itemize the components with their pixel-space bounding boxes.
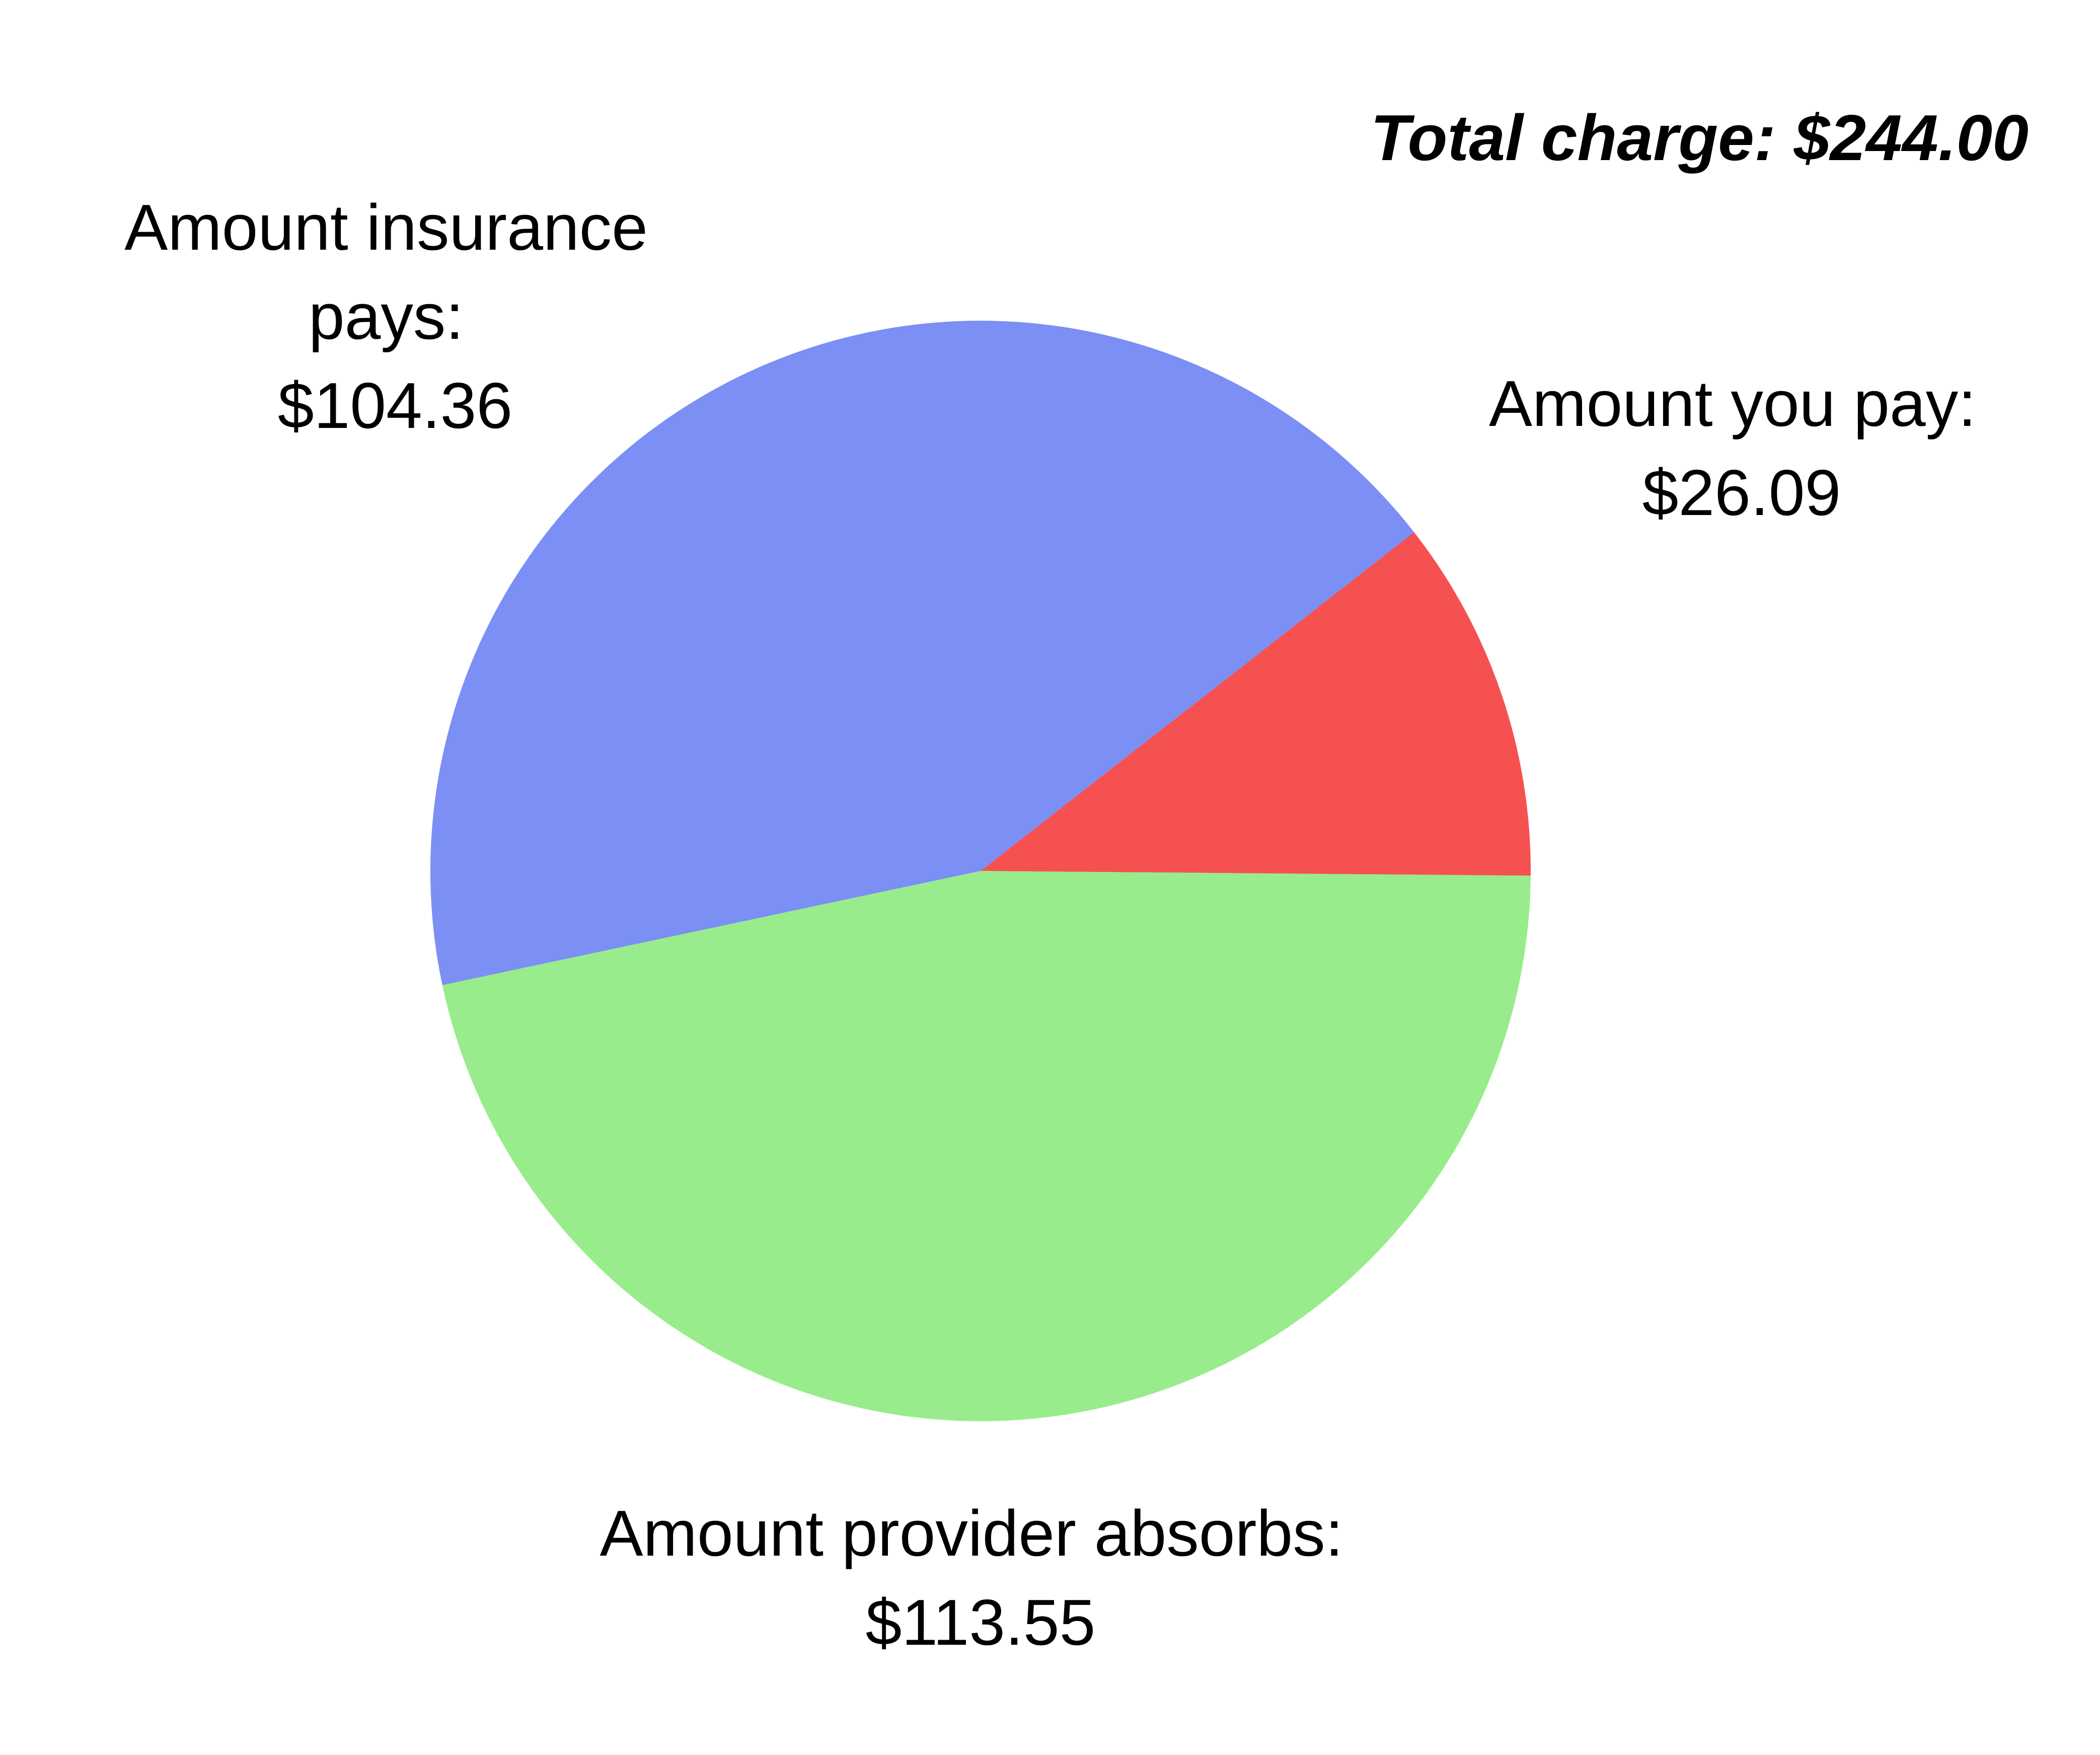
- slice-label-provider-absorbs-line-2: $113.55: [866, 1586, 1096, 1659]
- slice-label-you-pay-line-2: $26.09: [1642, 457, 1841, 529]
- slice-label-insurance-pays-line-3: $104.36: [278, 370, 512, 442]
- pie-slice-insurance-pays: [430, 321, 1414, 985]
- pie-slice-provider-absorbs: [442, 871, 1531, 1422]
- slice-label-you-pay: Amount you pay: $26.09: [1489, 368, 1994, 529]
- pie-slice-you-pay: [981, 532, 1531, 876]
- slice-label-you-pay-line-1: Amount you pay:: [1489, 368, 1976, 440]
- slice-label-provider-absorbs: Amount provider absorbs: $113.55: [600, 1497, 1362, 1659]
- slice-label-insurance-pays-line-2: pays:: [309, 280, 464, 353]
- pie-slices: [430, 321, 1531, 1422]
- chart-title: Total charge: $244.00: [1371, 102, 2029, 174]
- slice-label-insurance-pays-line-1: Amount insurance: [124, 191, 648, 264]
- slice-label-insurance-pays: Amount insurance pays: $104.36: [124, 191, 666, 442]
- slice-label-provider-absorbs-line-1: Amount provider absorbs:: [600, 1497, 1343, 1570]
